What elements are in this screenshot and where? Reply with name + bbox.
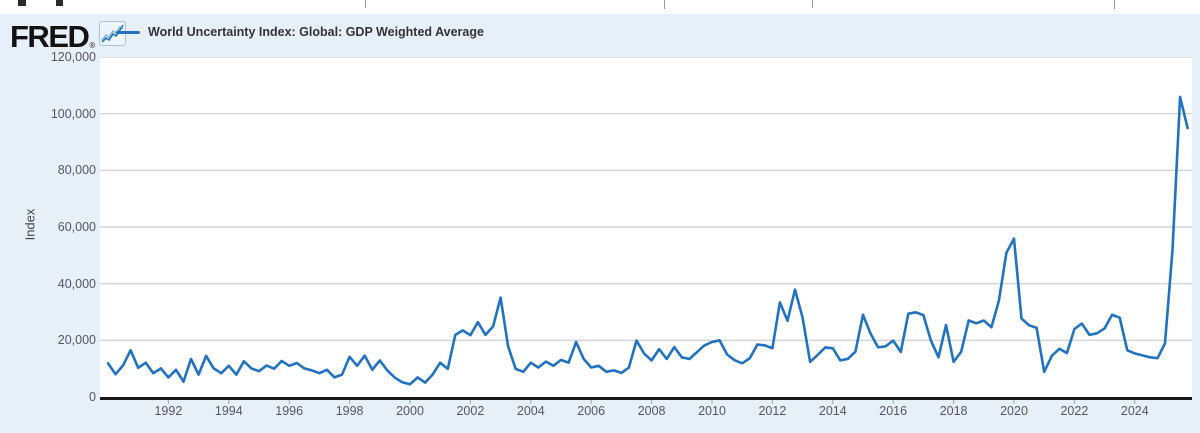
crop-artifact <box>664 0 665 9</box>
top-crop-strip <box>0 0 1200 14</box>
legend-line-swatch <box>116 30 140 34</box>
fred-sparkline-icon <box>99 21 127 51</box>
fred-logo-text: FRED <box>10 19 90 54</box>
crop-artifact <box>812 0 813 8</box>
x-tick-label: 2010 <box>698 404 726 418</box>
y-tick-label: 80,000 <box>57 163 96 178</box>
x-tick-label: 2006 <box>577 404 606 418</box>
plot-area[interactable] <box>100 57 1200 433</box>
fred-logo[interactable]: FRED ® <box>10 19 127 54</box>
legend[interactable]: World Uncertainty Index: Global: GDP Wei… <box>116 25 484 39</box>
crop-artifact <box>18 0 26 6</box>
y-tick-label: 40,000 <box>57 276 96 291</box>
x-tick-label: 2020 <box>1000 404 1028 418</box>
x-tick-label: 1994 <box>214 404 243 418</box>
x-tick-label: 1998 <box>335 404 364 418</box>
registered-trademark: ® <box>89 41 96 50</box>
legend-series-label[interactable]: World Uncertainty Index: Global: GDP Wei… <box>148 25 484 39</box>
crop-artifact <box>1114 0 1115 9</box>
y-tick-label: 0 <box>89 390 96 404</box>
x-tick-label: 2018 <box>939 404 968 418</box>
x-tick-label: 2022 <box>1060 404 1089 418</box>
x-tick-label: 2024 <box>1120 404 1149 418</box>
x-tick-label: 2000 <box>396 404 424 418</box>
crop-artifact <box>365 0 366 8</box>
y-tick-label: 60,000 <box>57 220 96 234</box>
y-tick-label: 20,000 <box>57 333 96 348</box>
x-tick-label: 1992 <box>154 404 183 418</box>
y-tick-label: 120,000 <box>50 50 96 64</box>
crop-artifact <box>56 0 63 6</box>
x-tick-label: 2008 <box>637 404 666 418</box>
y-tick-label: 100,000 <box>50 106 96 121</box>
x-tick-label: 2012 <box>758 404 787 418</box>
x-tick-label: 2014 <box>818 404 847 418</box>
x-tick-label: 2004 <box>516 404 545 418</box>
x-tick-label: 2002 <box>456 404 485 418</box>
x-tick-label: 1996 <box>275 404 304 418</box>
x-tick-label: 2016 <box>879 404 908 418</box>
series-line[interactable] <box>106 95 1189 386</box>
